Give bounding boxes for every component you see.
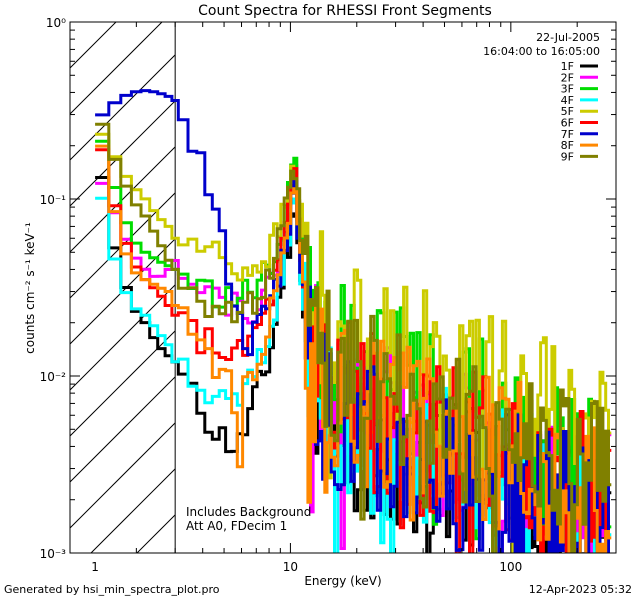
series-9f-line <box>95 122 612 553</box>
x-axis-label: Energy (keV) <box>304 574 381 588</box>
hatch-line <box>90 468 176 553</box>
hatch-line <box>70 330 176 437</box>
x-tick-label: 10 <box>283 560 298 574</box>
hatch-line <box>70 22 163 115</box>
legend-label-4f: 4F <box>561 94 574 107</box>
y-tick-label: 10⁻¹ <box>40 193 67 207</box>
y-tick-label: 10⁻³ <box>40 547 67 561</box>
hatch-line <box>70 22 117 69</box>
plot-frame <box>69 21 617 554</box>
axis-tick-labels: 10 100 1 10⁰ 10⁻¹ 10⁻² 10⁻³ <box>40 16 523 574</box>
time-range-label: 16:04:00 to 16:05:00 <box>483 45 600 58</box>
hatch-line <box>70 376 176 483</box>
legend-label-8f: 8F <box>561 139 574 152</box>
generated-by-text: Generated by hsi_min_spectra_plot.pro <box>4 583 220 596</box>
legend-label-5f: 5F <box>561 105 574 118</box>
hatch-line <box>70 146 176 253</box>
legend-label-9f: 9F <box>561 150 574 163</box>
hatch-line <box>136 514 176 553</box>
legend-label-1f: 1F <box>561 60 574 73</box>
hatch-line <box>70 422 176 529</box>
chart-title: Count Spectra for RHESSI Front Segments <box>198 3 492 19</box>
date-label: 22-Jul-2005 <box>536 31 600 44</box>
series-8f-line <box>95 144 612 553</box>
hatch-line <box>70 284 176 391</box>
annotation-attenuator: Att A0, FDecim 1 <box>186 519 287 533</box>
footer-timestamp: 12-Apr-2023 05:32 <box>528 583 632 596</box>
y-tick-label: 10⁻² <box>40 370 67 384</box>
hatch-line <box>70 54 176 161</box>
x-tick-label: 1 <box>91 560 99 574</box>
y-tick-label: 10⁰ <box>46 16 66 30</box>
hatched-region <box>70 22 176 553</box>
legend-label-3f: 3F <box>561 83 574 96</box>
annotation-background: Includes Background <box>186 505 311 519</box>
series-layer <box>95 89 612 553</box>
axis-ticks <box>69 21 617 554</box>
hatch-line <box>70 100 176 207</box>
legend-label-6f: 6F <box>561 117 574 130</box>
legend-label-2f: 2F <box>561 71 574 84</box>
legend-label-7f: 7F <box>561 128 574 141</box>
x-tick-label: 100 <box>499 560 522 574</box>
y-axis-label: counts cm⁻² s⁻¹ keV⁻¹ <box>23 222 37 354</box>
